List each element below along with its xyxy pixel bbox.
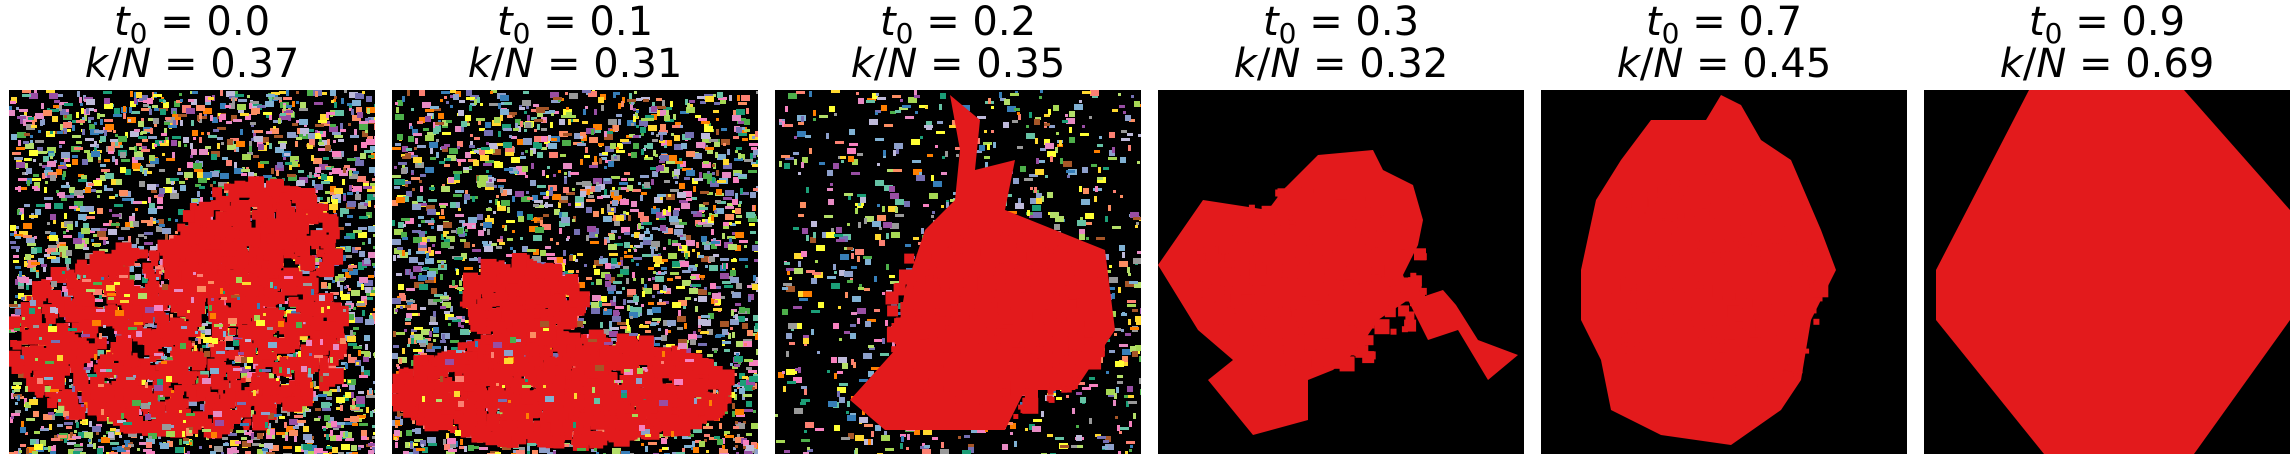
small-clusters bbox=[9, 271, 374, 454]
panel-title-t0: t0 = 0.9 bbox=[2028, 0, 2186, 50]
cluster-map bbox=[775, 90, 1141, 454]
largest-cluster bbox=[1608, 158, 1829, 427]
cluster-map bbox=[1924, 90, 2290, 454]
panel-5: t0 = 0.7 k/N = 0.45 bbox=[1541, 0, 1907, 459]
panel-4: t0 = 0.3 k/N = 0.32 bbox=[1158, 0, 1524, 459]
largest-cluster bbox=[1158, 150, 1518, 435]
largest-cluster bbox=[459, 253, 590, 346]
panel-title-t0: t0 = 0.7 bbox=[1645, 0, 1803, 50]
cluster-map bbox=[9, 90, 375, 454]
panel-title-k: k/N = 0.37 bbox=[84, 41, 300, 87]
panel-1: t0 = 0.0 k/N = 0.37 bbox=[9, 0, 375, 459]
panel-title-t0: t0 = 0.1 bbox=[496, 0, 654, 50]
panel-title-t0: t0 = 0.2 bbox=[879, 0, 1037, 50]
cluster-map bbox=[1541, 90, 1907, 454]
panel-title-t0: t0 = 0.3 bbox=[1262, 0, 1420, 50]
panel-3: t0 = 0.2 k/N = 0.35 bbox=[775, 0, 1141, 459]
panel-title-k: k/N = 0.31 bbox=[467, 41, 683, 87]
cluster-map bbox=[392, 90, 758, 454]
panel-title-k: k/N = 0.69 bbox=[1999, 41, 2215, 87]
panel-title-k: k/N = 0.45 bbox=[1616, 41, 1832, 87]
panel-title-t0: t0 = 0.0 bbox=[113, 0, 271, 50]
largest-cluster bbox=[392, 328, 735, 451]
small-clusters bbox=[397, 321, 758, 454]
panel-6: t0 = 0.9 k/N = 0.69 bbox=[1924, 0, 2290, 459]
largest-cluster bbox=[1936, 90, 2290, 454]
largest-cluster bbox=[1186, 187, 1427, 372]
largest-cluster bbox=[885, 220, 1113, 423]
panel-2: t0 = 0.1 k/N = 0.31 bbox=[392, 0, 758, 459]
panel-title-k: k/N = 0.32 bbox=[1233, 41, 1449, 87]
cluster-map bbox=[1158, 90, 1524, 454]
panel-title-k: k/N = 0.35 bbox=[850, 41, 1066, 87]
